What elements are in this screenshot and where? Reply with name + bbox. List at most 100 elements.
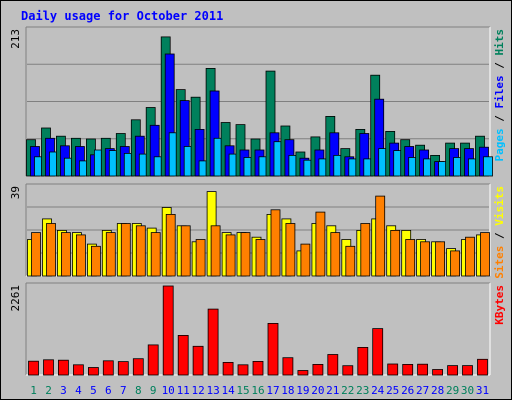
day-label-13: 13: [206, 384, 219, 397]
day-label-7: 7: [120, 384, 127, 397]
bar-sites-21: [330, 232, 341, 277]
day-label-5: 5: [90, 384, 97, 397]
chart-title: Daily usage for October 2011: [21, 9, 223, 23]
bar-kbytes-8: [132, 358, 144, 376]
bar-kbytes-12: [192, 345, 204, 376]
bar-kbytes-29: [447, 365, 459, 376]
day-label-26: 26: [401, 384, 414, 397]
day-label-21: 21: [326, 384, 339, 397]
day-label-16: 16: [251, 384, 264, 397]
day-label-24: 24: [371, 384, 385, 397]
legend-hits: Hits: [493, 29, 506, 56]
bar-sites-8: [135, 225, 146, 277]
bar-kbytes-26: [402, 363, 414, 376]
bar-sites-24: [375, 195, 386, 277]
day-label-10: 10: [162, 384, 175, 397]
day-label-17: 17: [266, 384, 279, 397]
y-max-label: 39: [9, 186, 22, 199]
bar-sites-13: [210, 225, 221, 277]
legend-separator: /: [493, 56, 506, 76]
bar-sites-31: [480, 232, 490, 277]
bar-kbytes-10: [162, 285, 174, 376]
day-label-8: 8: [135, 384, 142, 397]
day-label-29: 29: [446, 384, 459, 397]
bar-sites-4: [76, 234, 86, 277]
day-label-19: 19: [296, 384, 309, 397]
bar-kbytes-5: [88, 367, 99, 376]
day-label-22: 22: [341, 384, 354, 397]
bar-kbytes-14: [222, 361, 234, 376]
bar-sites-1: [31, 232, 41, 277]
bar-sites-11: [180, 225, 191, 277]
day-label-28: 28: [431, 384, 444, 397]
day-label-31: 31: [476, 384, 489, 397]
day-label-9: 9: [150, 384, 157, 397]
legend-sites: Sites: [493, 246, 506, 279]
bar-kbytes-1: [28, 360, 39, 376]
legend-separator: /: [493, 109, 506, 129]
bar-sites-10: [165, 213, 176, 277]
bar-sites-27: [420, 241, 431, 277]
bar-kbytes-21: [327, 354, 339, 376]
bar-sites-29: [450, 250, 461, 277]
legend-pages: Pages: [493, 128, 506, 161]
bar-sites-30: [465, 236, 475, 277]
bar-sites-28: [435, 241, 446, 277]
day-label-1: 1: [30, 384, 37, 397]
bar-kbytes-4: [73, 364, 84, 376]
bar-kbytes-16: [252, 360, 264, 376]
panel-2: 39 Sites / Visits: [9, 183, 506, 279]
bar-kbytes-28: [432, 369, 444, 376]
bar-sites-26: [405, 239, 416, 277]
day-label-14: 14: [221, 384, 235, 397]
legend-files: Files: [493, 75, 506, 108]
bar-kbytes-27: [417, 363, 429, 376]
bar-kbytes-2: [43, 359, 54, 376]
bar-kbytes-6: [102, 360, 114, 376]
day-label-11: 11: [177, 384, 190, 397]
bar-kbytes-7: [117, 361, 129, 376]
legend-visits: Visits: [493, 186, 506, 226]
bar-sites-14: [225, 234, 236, 277]
bar-sites-16: [255, 239, 266, 277]
bar-sites-6: [105, 232, 116, 277]
bar-sites-3: [61, 232, 71, 277]
day-label-27: 27: [416, 384, 429, 397]
bar-kbytes-13: [207, 308, 219, 376]
bar-kbytes-30: [462, 365, 473, 376]
bar-kbytes-11: [177, 334, 189, 376]
panel-3: 2261 KBytes: [9, 282, 506, 376]
day-label-12: 12: [191, 384, 204, 397]
bar-sites-9: [150, 232, 161, 277]
plot-area: [26, 283, 490, 375]
day-label-18: 18: [281, 384, 294, 397]
y-max-label: 2261: [9, 285, 22, 312]
bar-sites-25: [390, 229, 401, 277]
day-label-2: 2: [45, 384, 52, 397]
bar-sites-12: [195, 239, 206, 277]
bar-kbytes-31: [477, 358, 488, 376]
day-label-30: 30: [461, 384, 474, 397]
bar-kbytes-25: [387, 363, 399, 376]
panel-1: 213 Pages / Files / Hits: [9, 26, 506, 177]
bar-kbytes-23: [357, 346, 369, 376]
bar-pages-31: [483, 156, 493, 177]
legend-label: KBytes: [493, 285, 506, 325]
bar-sites-18: [285, 223, 296, 277]
legend-separator: /: [493, 226, 506, 246]
bar-kbytes-15: [237, 364, 249, 376]
day-label-6: 6: [105, 384, 112, 397]
bar-sites-7: [120, 223, 131, 277]
bar-sites-20: [315, 211, 326, 277]
bar-sites-19: [300, 243, 311, 277]
day-label-20: 20: [311, 384, 324, 397]
day-label-4: 4: [75, 384, 82, 397]
bar-sites-2: [46, 223, 56, 277]
bar-kbytes-3: [58, 359, 69, 376]
bar-sites-17: [270, 209, 281, 277]
bar-kbytes-17: [267, 322, 279, 376]
legend-label: Sites / Visits: [493, 186, 506, 279]
bar-kbytes-9: [147, 344, 159, 376]
legend-kbytes: KBytes: [493, 285, 506, 325]
